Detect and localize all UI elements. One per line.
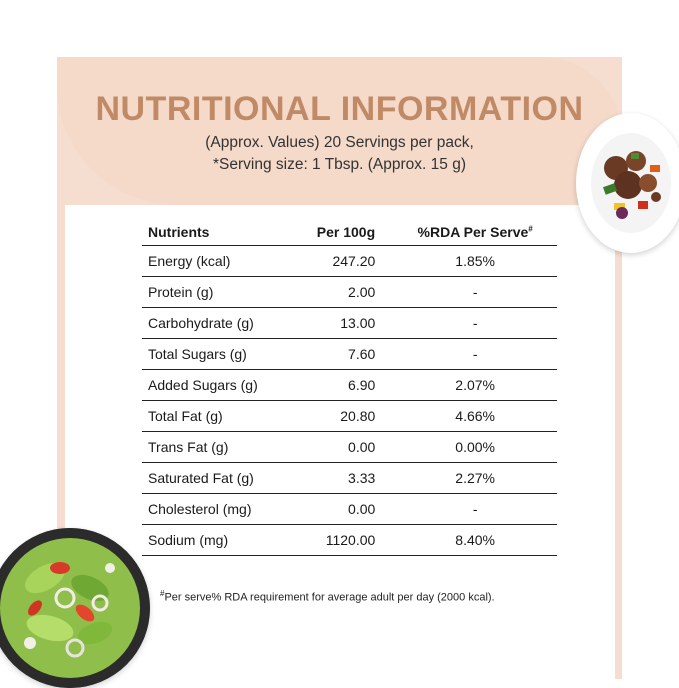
table-row: Added Sugars (g) 6.90 2.07% xyxy=(142,369,557,401)
header-banner xyxy=(57,57,622,205)
nutrient-rda: 8.40% xyxy=(393,524,557,556)
nutrient-per-100g: 3.33 xyxy=(298,462,394,494)
table-row: Protein (g) 2.00 - xyxy=(142,276,557,308)
page-title: NUTRITIONAL INFORMATION xyxy=(95,90,584,128)
nutrient-per-100g: 2.00 xyxy=(298,276,394,308)
col-nutrients: Nutrients xyxy=(142,219,299,246)
footnote: #Per serve% RDA requirement for average … xyxy=(160,589,495,604)
nutrient-rda: - xyxy=(393,338,557,370)
nutrient-rda: 2.27% xyxy=(393,462,557,494)
col-per-100g: Per 100g xyxy=(298,219,394,246)
nutrient-name: Total Sugars (g) xyxy=(142,338,299,370)
nutrient-per-100g: 20.80 xyxy=(298,400,394,432)
nutrient-name: Energy (kcal) xyxy=(142,245,299,277)
table-row: Total Fat (g) 20.80 4.66% xyxy=(142,400,557,432)
table-row: Total Sugars (g) 7.60 - xyxy=(142,338,557,370)
nutrient-name: Total Fat (g) xyxy=(142,400,299,432)
nutrient-per-100g: 247.20 xyxy=(298,245,394,277)
subtitle-servings: (Approx. Values) 20 Servings per pack, xyxy=(205,134,474,151)
nutrient-per-100g: 13.00 xyxy=(298,307,394,339)
nutrient-rda: 2.07% xyxy=(393,369,557,401)
nutrient-rda: 0.00% xyxy=(393,431,557,463)
nutrient-rda: 1.85% xyxy=(393,245,557,277)
table-row: Carbohydrate (g) 13.00 - xyxy=(142,307,557,339)
table-row: Cholesterol (mg) 0.00 - xyxy=(142,493,557,525)
nutrient-name: Sodium (mg) xyxy=(142,524,299,556)
nutrient-per-100g: 1120.00 xyxy=(298,524,394,556)
table-row: Saturated Fat (g) 3.33 2.27% xyxy=(142,462,557,494)
nutrient-per-100g: 7.60 xyxy=(298,338,394,370)
table-row: Sodium (mg) 1120.00 8.40% xyxy=(142,524,557,556)
nutrient-rda: - xyxy=(393,493,557,525)
nutrient-rda: - xyxy=(393,307,557,339)
nutrient-per-100g: 0.00 xyxy=(298,493,394,525)
nutrient-name: Cholesterol (mg) xyxy=(142,493,299,525)
subtitle-serving-size: *Serving size: 1 Tbsp. (Approx. 15 g) xyxy=(212,156,466,173)
table-header-row: Nutrients Per 100g %RDA Per Serve# xyxy=(142,219,557,246)
nutrient-name: Added Sugars (g) xyxy=(142,369,299,401)
nutrient-per-100g: 0.00 xyxy=(298,431,394,463)
nutrient-name: Protein (g) xyxy=(142,276,299,308)
salad-bowl-image xyxy=(0,528,150,688)
nutrient-rda: - xyxy=(393,276,557,308)
table-row: Energy (kcal) 247.20 1.85% xyxy=(142,245,557,277)
nutrition-table: Nutrients Per 100g %RDA Per Serve# Energ… xyxy=(142,219,557,556)
nutrient-rda: 4.66% xyxy=(393,400,557,432)
nutrient-name: Carbohydrate (g) xyxy=(142,307,299,339)
nutrient-name: Saturated Fat (g) xyxy=(142,462,299,494)
table-row: Trans Fat (g) 0.00 0.00% xyxy=(142,431,557,463)
nutrient-name: Trans Fat (g) xyxy=(142,431,299,463)
col-rda-per-serve: %RDA Per Serve# xyxy=(393,219,557,246)
stir-fry-plate-image xyxy=(576,113,679,253)
nutrient-per-100g: 6.90 xyxy=(298,369,394,401)
